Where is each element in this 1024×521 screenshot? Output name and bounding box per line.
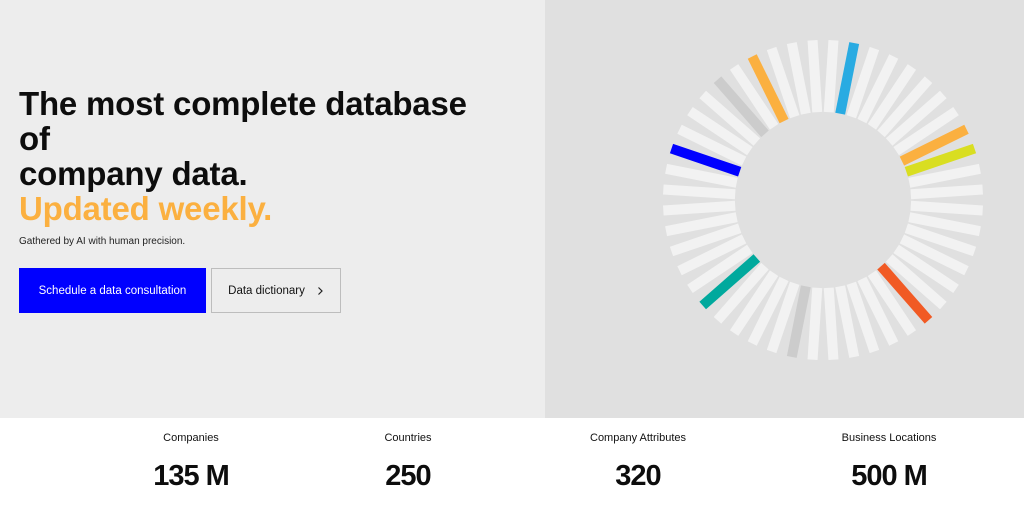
ring-bar-highlighted [899,124,969,166]
stat-value: 500 M [851,460,928,492]
stat-label: Companies [163,432,219,444]
ring-bar [747,276,789,346]
schedule-consultation-button[interactable]: Schedule a data consultation [19,268,206,313]
ring-bar [665,212,738,237]
ring-bar [867,270,917,336]
ring-bar [877,76,933,138]
ring-bar [677,234,747,276]
ring-bar [910,200,983,216]
stat-value: 135 M [153,460,230,492]
ring-bar [663,184,736,200]
stat-company-attributes: Company Attributes 320 [528,432,748,493]
ring-bar [899,234,969,276]
ring-bar [687,106,753,156]
ring-bar [908,212,981,237]
ring-bar [885,90,947,146]
ring-bar [807,40,823,113]
ring-bar [729,64,779,130]
stat-countries: Countries 250 [298,432,518,493]
stat-value: 320 [615,460,661,492]
ring-bar [823,287,839,360]
ring-bar [786,42,811,115]
ring-bar [904,223,977,257]
ring-bar [807,287,823,360]
ring-bar [835,285,860,358]
ring-bar [846,46,880,119]
visual-panel [545,0,1024,418]
button-label: Data dictionary [228,284,305,297]
subtitle: Gathered by AI with human precision. [19,236,186,247]
ring-bar [669,223,742,257]
headline-line: of [19,120,50,157]
hero-section: The most complete database of company da… [0,0,1024,418]
ring-bar [908,163,981,188]
ring-bar [729,270,779,336]
ring-bar [893,106,959,156]
stat-label: Business Locations [841,432,937,444]
stat-label: Countries [384,432,432,444]
chevron-right-icon [317,286,323,295]
stat-companies: Companies 135 M [81,432,301,493]
ring-bar [665,163,738,188]
ring-bar [766,281,800,354]
ring-bar [885,254,947,310]
ring-bar [766,46,800,119]
headline-accent: Updated weekly. [19,190,273,227]
ring-bar [713,262,769,324]
ring-bar [823,40,839,113]
ring-bar [677,124,747,166]
ring-bar [867,64,917,130]
ring-bar [910,184,983,200]
data-dictionary-button[interactable]: Data dictionary [211,268,341,313]
ring-bar-highlighted [904,143,977,177]
ring-bar [857,54,899,124]
ring-bar-highlighted [747,54,789,124]
ring-bar-highlighted [877,262,933,324]
ring-bar [699,90,761,146]
headline-line: The most complete database [19,85,467,122]
button-label: Schedule a data consultation [38,284,187,297]
ring-bar [846,281,880,354]
ring-bar-highlighted [835,42,860,115]
headline-line: company data. [19,155,248,192]
ring-bar-highlighted [669,143,742,177]
stat-value: 250 [385,460,431,492]
ring-bar [663,200,736,216]
ring-bar [893,244,959,294]
ring-graphic [663,40,983,360]
ring-bar-highlighted [786,285,811,358]
ring-bar-highlighted [713,76,769,138]
stat-business-locations: Business Locations 500 M [779,432,999,493]
ring-bar [687,244,753,294]
ring-bar-highlighted [699,254,761,310]
stat-label: Company Attributes [590,432,686,444]
ring-bar [857,276,899,346]
headline: The most complete database of company da… [19,86,539,226]
